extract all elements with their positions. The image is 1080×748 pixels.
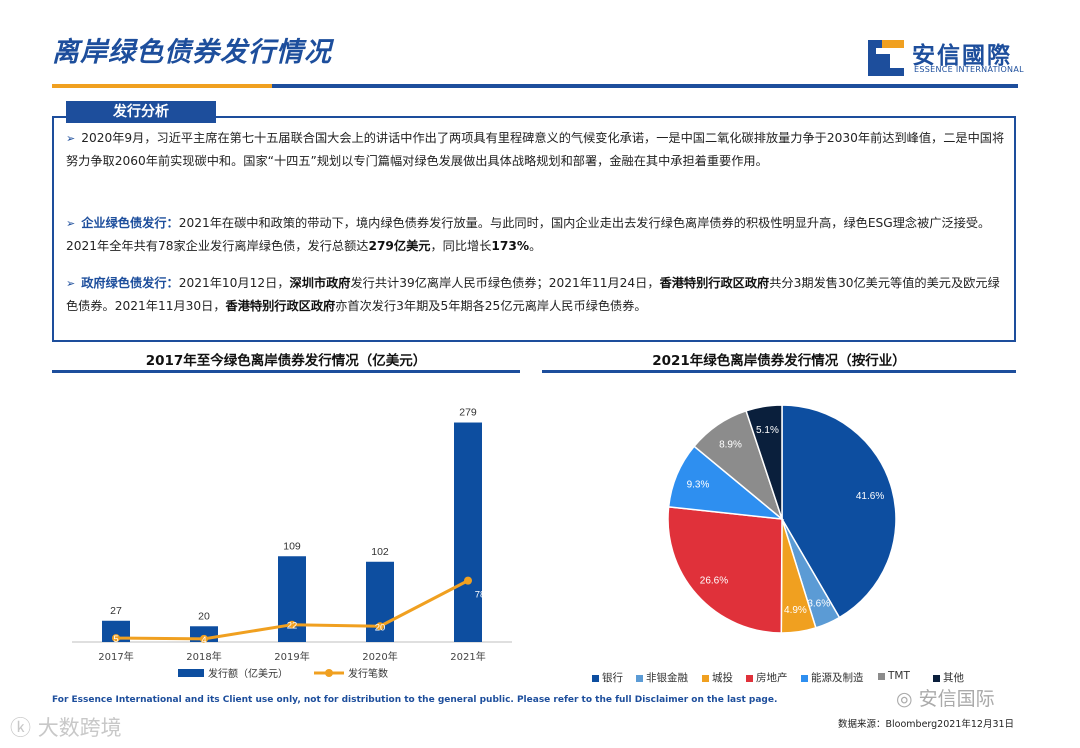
bar-value-label: 109	[283, 540, 301, 552]
disclaimer: For Essence International and its Client…	[52, 695, 778, 705]
paragraph-text: 。	[529, 239, 542, 253]
pie-slice-银行	[781, 404, 897, 619]
pie-slice-label: 3.6%	[807, 598, 830, 609]
legend-swatch-point	[325, 669, 333, 677]
legend-label: 城投	[712, 672, 733, 684]
x-tick-label: 2019年	[274, 650, 309, 663]
pie-slice-label: 5.1%	[756, 425, 779, 436]
line-value-label: 5	[113, 634, 118, 645]
pie-slice-label: 4.9%	[784, 605, 807, 616]
bar-2021年	[454, 422, 482, 642]
highlight-issuer: 深圳市政府	[289, 276, 351, 290]
legend-label: 其他	[943, 672, 964, 684]
pie-slice-label: 8.9%	[719, 440, 742, 451]
logo-mark-icon	[868, 40, 904, 76]
paragraph-text: ，同比增长	[430, 239, 492, 253]
bar-value-label: 102	[371, 546, 389, 558]
line-point	[464, 576, 472, 585]
legend-label: 发行额（亿美元）	[208, 667, 288, 680]
line-value-label: 20	[375, 622, 386, 633]
pie-legend-item: 城投	[702, 670, 733, 685]
line-point	[288, 620, 296, 629]
x-tick-label: 2018年	[186, 650, 221, 663]
line-value-label: 4	[201, 635, 206, 646]
pie-chart-title: 2021年绿色离岸债券发行情况（按行业）	[652, 353, 906, 369]
paragraph-text: 2020年9月，习近平主席在第七十五届联合国大会上的讲话中作出了两项具有里程碑意…	[66, 131, 1005, 168]
paragraph-text: 共分3期发售30亿美元等值的美元及欧元绿色债券。2021年11月30日，	[66, 276, 1000, 313]
legend-swatch	[801, 674, 808, 682]
analysis-panel	[52, 116, 1016, 342]
paragraph-label: 企业绿色债发行：	[81, 216, 179, 230]
pie-slice-label: 9.3%	[687, 480, 710, 491]
pie-slice-其他	[745, 404, 783, 520]
bar-chart-title: 2017年至今绿色离岸债券发行情况（亿美元）	[145, 353, 427, 369]
wechat-watermark: ◎ 安信国际	[896, 684, 995, 711]
legend-swatch	[878, 672, 885, 680]
header-rule	[52, 84, 1018, 88]
arrow-bullet-icon: ➢	[66, 277, 76, 290]
bar-value-label: 27	[110, 605, 122, 617]
wechat-name: 安信国际	[918, 688, 995, 710]
panel-tab-label: 发行分析	[66, 101, 216, 123]
highlight-amount: 279亿美元	[368, 239, 431, 253]
line-point	[112, 634, 120, 643]
x-tick-label: 2021年	[450, 650, 485, 663]
bar-line-chart: 27 2017年 20 2018年 109 2019年 102 2020年 279 2021年 5 4…	[72, 407, 512, 680]
logo-text: 安信國際	[912, 43, 1012, 69]
legend-swatch	[702, 674, 709, 682]
legend-label: 能源及制造	[811, 672, 864, 684]
bar-value-label: 279	[459, 407, 477, 419]
pie-legend-item: TMT	[878, 670, 910, 682]
highlight-issuer: 香港特别行政区政府	[659, 276, 770, 290]
legend-swatch	[636, 674, 643, 682]
highlight-growth: 173%	[491, 239, 530, 253]
paragraph-label: 政府绿色债发行：	[81, 276, 179, 290]
paragraph-text: 发行共计39亿离岸人民币绿色债券；2021年11月24日，	[350, 276, 660, 290]
watermark-logo-icon: ⓚ	[10, 716, 38, 740]
highlight-issuer: 香港特别行政区政府	[225, 299, 336, 313]
legend-swatch	[933, 674, 940, 682]
corner-watermark: ⓚ 大数跨境	[10, 712, 122, 742]
paragraph-text: 2021年在碳中和政策的带动下，境内绿色债券发行放量。与此同时，国内企业走出去发…	[66, 216, 991, 253]
paragraph-text: 2021年10月12日，	[178, 276, 290, 290]
pie-slice-label: 41.6%	[856, 491, 884, 502]
line-value-label: 78	[475, 590, 486, 601]
arrow-bullet-icon: ➢	[66, 132, 76, 145]
x-tick-label: 2017年	[98, 650, 133, 663]
paragraph-text: 亦首次发行3年期及5年期各25亿元离岸人民币绿色债券。	[335, 299, 647, 313]
line-point	[200, 634, 208, 643]
x-tick-label: 2020年	[362, 650, 397, 663]
pie-chart: 41.6% 3.6%4.9% 26.6% 9.3% 8.9% 5.1%	[667, 404, 897, 634]
pie-legend-item: 银行	[592, 670, 623, 685]
line-point	[376, 622, 384, 631]
paragraph-government-green-bonds: ➢ 政府绿色债发行：2021年10月12日，深圳市政府发行共计39亿离岸人民币绿色…	[66, 272, 1006, 317]
header-rule-accent	[52, 84, 272, 88]
legend-swatch-bars	[178, 669, 204, 677]
pie-legend-item: 房地产	[746, 670, 788, 685]
page-title: 离岸绿色债券发行情况	[52, 37, 332, 68]
legend-label: TMT	[888, 670, 910, 682]
pie-legend-item: 其他	[933, 670, 964, 685]
arrow-bullet-icon: ➢	[66, 217, 76, 230]
wechat-icon: ◎	[896, 688, 919, 710]
bar-chart-rule	[52, 370, 520, 373]
legend-swatch	[746, 674, 753, 682]
pie-chart-rule	[542, 370, 1016, 373]
paragraph-corporate-green-bonds: ➢ 企业绿色债发行：2021年在碳中和政策的带动下，境内绿色债券发行放量。与此同时…	[66, 212, 1006, 257]
bar-value-label: 20	[198, 610, 210, 622]
legend-swatch	[592, 674, 599, 682]
paragraph-climate-commitment: ➢ 2020年9月，习近平主席在第七十五届联合国大会上的讲话中作出了两项具有里程碑…	[66, 127, 1006, 172]
line-value-label: 22	[287, 621, 298, 632]
pie-slice-label: 26.6%	[700, 576, 728, 587]
legend-label: 银行	[602, 672, 623, 684]
data-source: 数据来源：Bloomberg2021年12月31日	[838, 719, 1015, 730]
legend-label: 发行笔数	[348, 667, 388, 680]
pie-legend-item: 能源及制造	[801, 670, 864, 685]
pie-legend-item: 非银金融	[636, 670, 688, 685]
legend-label: 房地产	[756, 672, 788, 684]
logo-subtext: ESSENCE INTERNATIONAL	[914, 65, 1024, 74]
watermark-text: 大数跨境	[37, 716, 122, 740]
legend-label: 非银金融	[646, 672, 688, 684]
pie-slice-房地产	[667, 506, 783, 634]
